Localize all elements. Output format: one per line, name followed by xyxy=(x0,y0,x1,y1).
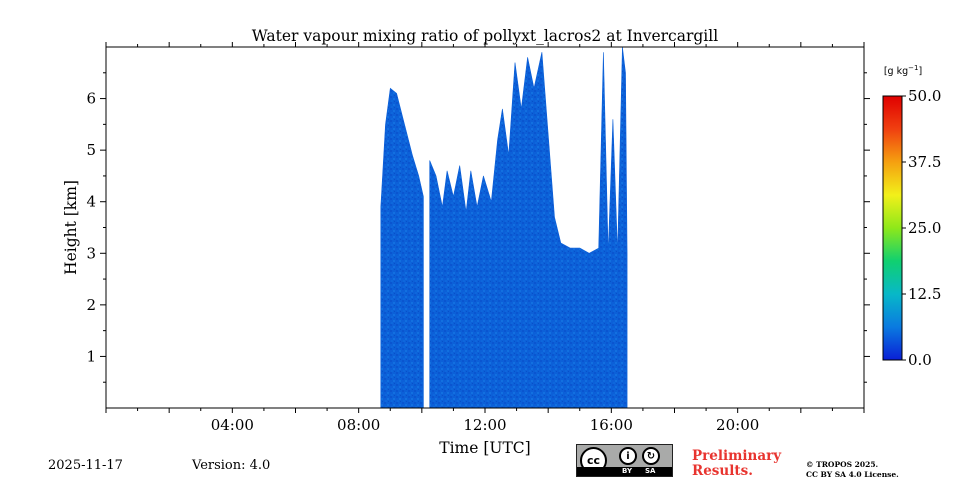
license-by-label: BY xyxy=(622,467,633,475)
y-tick-label: 2 xyxy=(86,296,96,314)
colorbar-tick-label: 12.5 xyxy=(908,285,941,303)
preliminary-line1: Preliminary xyxy=(692,448,782,464)
copyright-notice: © TROPOS 2025. CC BY SA 4.0 License. xyxy=(806,460,899,480)
y-tick-label: 3 xyxy=(86,244,96,262)
copyright-line2: CC BY SA 4.0 License. xyxy=(806,470,899,479)
unit-exponent: −1 xyxy=(908,64,918,72)
signal-segment-1 xyxy=(380,87,424,409)
colorbar-tick-label: 37.5 xyxy=(908,153,941,171)
colorbar-tick-label: 50.0 xyxy=(908,87,941,105)
colorbar-scale xyxy=(882,95,903,361)
y-tick-label: 4 xyxy=(86,193,96,211)
license-badge: cc i ↻ BY SA xyxy=(576,444,673,477)
copyright-line1: © TROPOS 2025. xyxy=(806,460,879,469)
signal-segment-2 xyxy=(429,46,628,409)
x-tick-label: 12:00 xyxy=(463,416,506,434)
unit-base: [g kg xyxy=(884,66,908,77)
share-alike-icon: ↻ xyxy=(642,447,660,465)
person-icon: i xyxy=(619,447,637,465)
date-label: 2025-11-17 xyxy=(48,458,123,473)
preliminary-notice: Preliminary Results. xyxy=(692,449,781,479)
x-tick-label: 20:00 xyxy=(716,416,759,434)
x-tick-label: 08:00 xyxy=(337,416,380,434)
license-strip xyxy=(577,467,672,476)
x-axis-label: Time [UTC] xyxy=(439,439,530,457)
axes: 04:00 08:00 12:00 16:00 20:00 1 2 3 4 5 6 Water vap… xyxy=(62,27,870,457)
preliminary-line2: Results. xyxy=(692,463,753,479)
colorbar-tick-label: 25.0 xyxy=(908,219,941,237)
plot-area xyxy=(380,46,628,409)
colorbar: 50.0 37.5 25.0 12.5 0.0 [g kg−1] xyxy=(882,64,941,369)
y-tick-label: 5 xyxy=(86,141,96,159)
license-sa-label: SA xyxy=(645,467,656,475)
version-label: Version: 4.0 xyxy=(192,458,271,473)
y-tick-label: 1 xyxy=(86,347,96,365)
x-tick-label: 04:00 xyxy=(211,416,254,434)
chart-title: Water vapour mixing ratio of pollyxt_lac… xyxy=(252,27,718,45)
y-tick-label: 6 xyxy=(86,90,96,108)
colorbar-tick-label: 0.0 xyxy=(908,351,932,369)
colorbar-unit-label: [g kg−1] xyxy=(884,64,922,77)
x-tick-label: 16:00 xyxy=(590,416,633,434)
y-axis-label: Height [km] xyxy=(62,180,80,275)
unit-end: ] xyxy=(918,66,922,77)
